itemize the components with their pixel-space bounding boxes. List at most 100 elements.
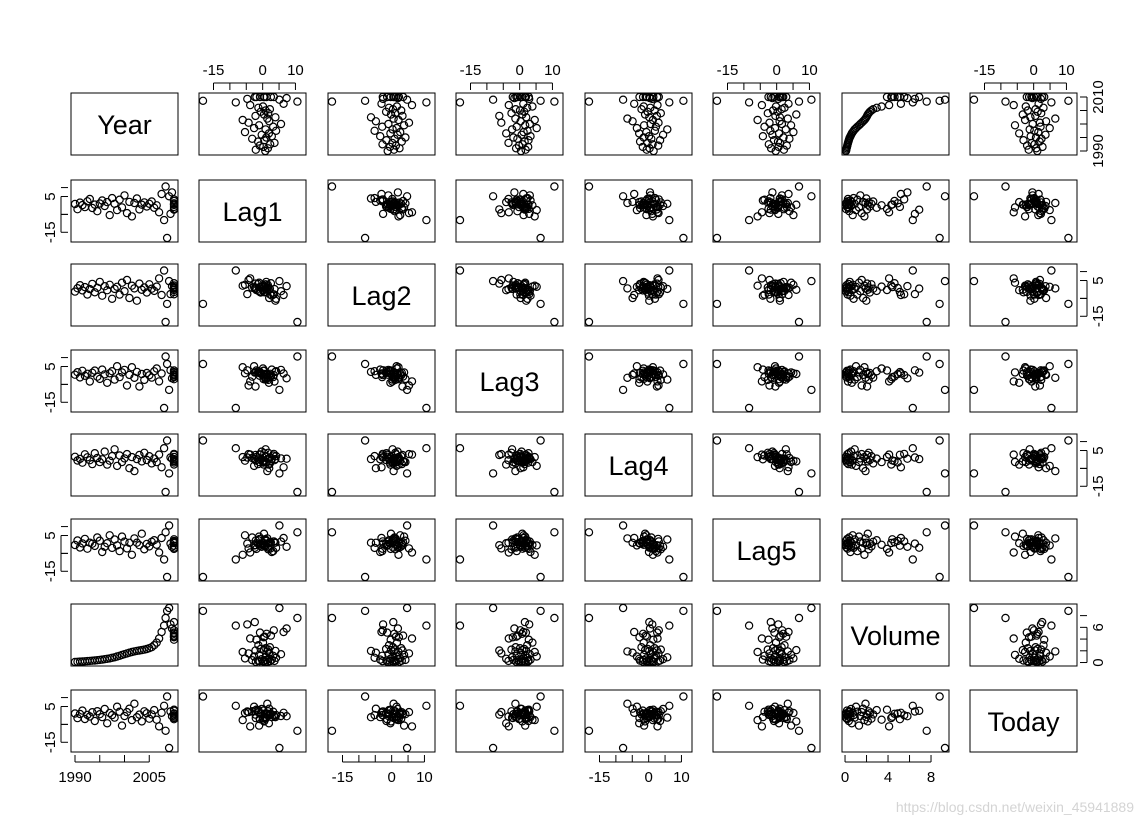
point-lag3-lag5	[758, 365, 768, 374]
point-lag1-lag4	[679, 233, 688, 243]
point-lag1-year	[135, 205, 144, 214]
point-year-lag1	[282, 93, 291, 103]
point-lag1-lag4	[665, 215, 674, 225]
point-lag3-today	[1031, 382, 1040, 391]
point-today-lag1	[275, 743, 284, 753]
point-lag1-lag3	[488, 192, 498, 201]
point-today-year	[117, 721, 127, 730]
point-lag5-lag1	[279, 533, 288, 543]
point-year-lag1	[258, 102, 268, 111]
point-lag4-lag1	[293, 487, 302, 497]
point-volume-lag2	[422, 621, 431, 630]
point-year-volume	[940, 95, 950, 104]
point-today-lag1	[250, 706, 259, 716]
panel-today-today	[969, 689, 1078, 753]
point-lag4-volume	[922, 487, 931, 497]
point-year-lag5	[744, 98, 754, 107]
point-lag1-year	[169, 200, 179, 209]
point-lag4-lag2	[391, 456, 401, 465]
point-lag4-lag2	[407, 450, 417, 459]
point-lag3-lag2	[360, 359, 370, 369]
point-volume-lag4	[642, 632, 652, 641]
point-lag3-lag5	[753, 363, 762, 372]
point-year-lag5	[770, 123, 780, 133]
point-year-lag4	[658, 130, 668, 139]
point-year-lag5	[765, 118, 774, 127]
point-lag5-lag2	[360, 572, 370, 582]
point-lag2-today	[1009, 274, 1018, 283]
point-lag1-year	[120, 191, 129, 200]
point-lag4-lag5	[712, 436, 722, 445]
point-volume-lag4	[628, 648, 637, 657]
point-year-lag4	[630, 99, 639, 109]
point-lag2-lag5	[792, 285, 801, 294]
point-volume-lag5	[763, 645, 773, 654]
point-year-lag2	[392, 123, 401, 133]
point-lag4-today	[1027, 456, 1036, 465]
point-lag1-lag3	[522, 194, 531, 203]
point-lag4-lag3	[455, 444, 465, 453]
point-volume-lag4	[630, 627, 639, 637]
point-year-lag1	[293, 97, 302, 106]
point-lag2-today	[1028, 281, 1037, 291]
point-lag2-lag4	[635, 281, 644, 290]
point-lag5-lag1	[260, 535, 269, 544]
point-year-today	[1024, 92, 1034, 102]
point-year-today	[1047, 98, 1056, 107]
point-lag2-lag1	[279, 290, 288, 300]
point-lag4-volume	[847, 460, 857, 469]
panel-lag1-lag3	[455, 179, 564, 243]
point-lag4-today	[1001, 487, 1010, 497]
point-lag4-volume	[940, 469, 950, 478]
point-lag3-volume	[922, 352, 931, 361]
point-today-volume	[888, 712, 897, 721]
point-year-lag4	[653, 100, 662, 110]
point-year-lag4	[638, 92, 648, 102]
point-volume-lag3	[488, 603, 498, 613]
point-lag5-lag1	[245, 548, 255, 557]
point-year-lag4	[637, 104, 646, 114]
point-lag1-lag3	[530, 212, 539, 221]
point-lag4-volume	[935, 436, 944, 445]
point-today-year	[137, 717, 146, 726]
point-volume-today	[1051, 647, 1060, 656]
y-tick-label-lag4: 5	[1090, 446, 1107, 454]
point-year-lag3	[550, 97, 559, 106]
point-lag5-today	[1020, 550, 1030, 560]
point-today-volume	[865, 709, 875, 718]
point-lag4-year	[78, 458, 87, 467]
panel-lag3-lag3	[455, 349, 564, 413]
x-tick-label-lag5: 0	[772, 62, 780, 79]
point-lag5-lag3	[530, 550, 539, 560]
point-lag5-volume	[863, 529, 873, 538]
point-lag3-today	[1037, 368, 1047, 377]
point-lag3-today	[1001, 352, 1010, 361]
point-lag1-lag4	[630, 189, 639, 199]
point-year-lag2	[360, 96, 370, 106]
point-lag2-lag4	[653, 287, 662, 297]
point-lag4-lag2	[402, 469, 412, 478]
point-volume-today	[1031, 643, 1040, 652]
point-year-lag3	[524, 135, 533, 145]
point-year-lag4	[648, 140, 657, 149]
point-lag1-volume	[867, 199, 876, 208]
point-lag3-lag5	[744, 403, 754, 413]
point-lag3-year	[162, 359, 172, 369]
point-lag1-lag5	[744, 215, 754, 225]
y-tick-label-lag2: -15	[1090, 305, 1107, 327]
point-year-lag5	[774, 129, 784, 138]
point-volume-lag3	[502, 654, 511, 664]
point-today-lag3	[536, 692, 545, 701]
point-lag1-lag5	[757, 208, 767, 217]
point-year-lag3	[512, 122, 521, 131]
x-tick-label-today: 10	[1058, 62, 1075, 79]
point-lag1-today	[1047, 215, 1056, 225]
point-lag5-lag3	[488, 521, 498, 530]
point-lag3-year	[97, 365, 107, 374]
point-lag5-year	[157, 533, 166, 543]
point-year-today	[1009, 100, 1018, 110]
point-lag2-volume	[908, 266, 918, 275]
point-year-lag5	[764, 92, 773, 102]
point-today-lag1	[282, 712, 291, 721]
point-year-lag1	[255, 141, 264, 150]
